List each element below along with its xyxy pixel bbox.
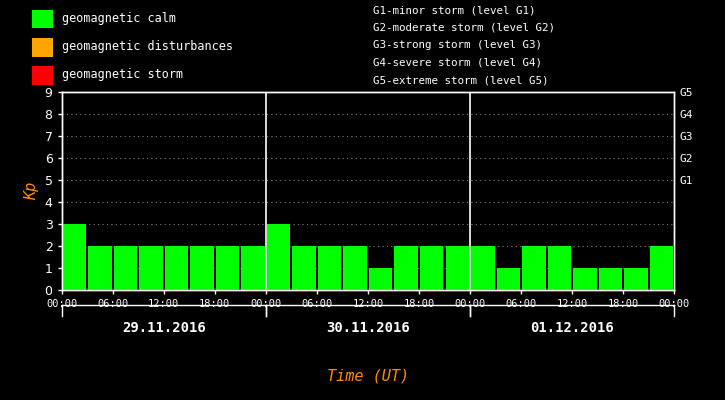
Text: G2-moderate storm (level G2): G2-moderate storm (level G2) bbox=[373, 23, 555, 33]
Text: geomagnetic storm: geomagnetic storm bbox=[62, 68, 183, 81]
Bar bbox=[471, 246, 494, 290]
Text: G5-extreme storm (level G5): G5-extreme storm (level G5) bbox=[373, 76, 549, 86]
Bar bbox=[394, 246, 418, 290]
Bar bbox=[88, 246, 112, 290]
Bar bbox=[547, 246, 571, 290]
Bar bbox=[446, 246, 469, 290]
Text: Time (UT): Time (UT) bbox=[327, 368, 409, 384]
Bar bbox=[216, 246, 239, 290]
Bar bbox=[497, 268, 520, 290]
Bar bbox=[624, 268, 647, 290]
Bar bbox=[62, 224, 86, 290]
Text: G3-strong storm (level G3): G3-strong storm (level G3) bbox=[373, 40, 542, 50]
Bar bbox=[267, 224, 290, 290]
Y-axis label: Kp: Kp bbox=[24, 182, 39, 200]
Bar bbox=[420, 246, 444, 290]
Bar bbox=[573, 268, 597, 290]
Bar bbox=[650, 246, 674, 290]
Text: G1-minor storm (level G1): G1-minor storm (level G1) bbox=[373, 5, 536, 15]
Text: geomagnetic disturbances: geomagnetic disturbances bbox=[62, 40, 233, 53]
Bar bbox=[318, 246, 341, 290]
Bar bbox=[241, 246, 265, 290]
Bar bbox=[165, 246, 189, 290]
Bar bbox=[292, 246, 316, 290]
Bar bbox=[599, 268, 622, 290]
Bar bbox=[32, 38, 54, 57]
Bar bbox=[190, 246, 214, 290]
Text: geomagnetic calm: geomagnetic calm bbox=[62, 12, 176, 24]
Text: 29.11.2016: 29.11.2016 bbox=[122, 321, 206, 335]
Text: 30.11.2016: 30.11.2016 bbox=[326, 321, 410, 335]
Text: 01.12.2016: 01.12.2016 bbox=[530, 321, 614, 335]
Text: G4-severe storm (level G4): G4-severe storm (level G4) bbox=[373, 58, 542, 68]
Bar bbox=[32, 66, 54, 85]
Bar bbox=[369, 268, 392, 290]
Bar bbox=[522, 246, 546, 290]
Bar bbox=[114, 246, 137, 290]
Bar bbox=[344, 246, 367, 290]
Bar bbox=[32, 10, 54, 28]
Bar bbox=[139, 246, 162, 290]
